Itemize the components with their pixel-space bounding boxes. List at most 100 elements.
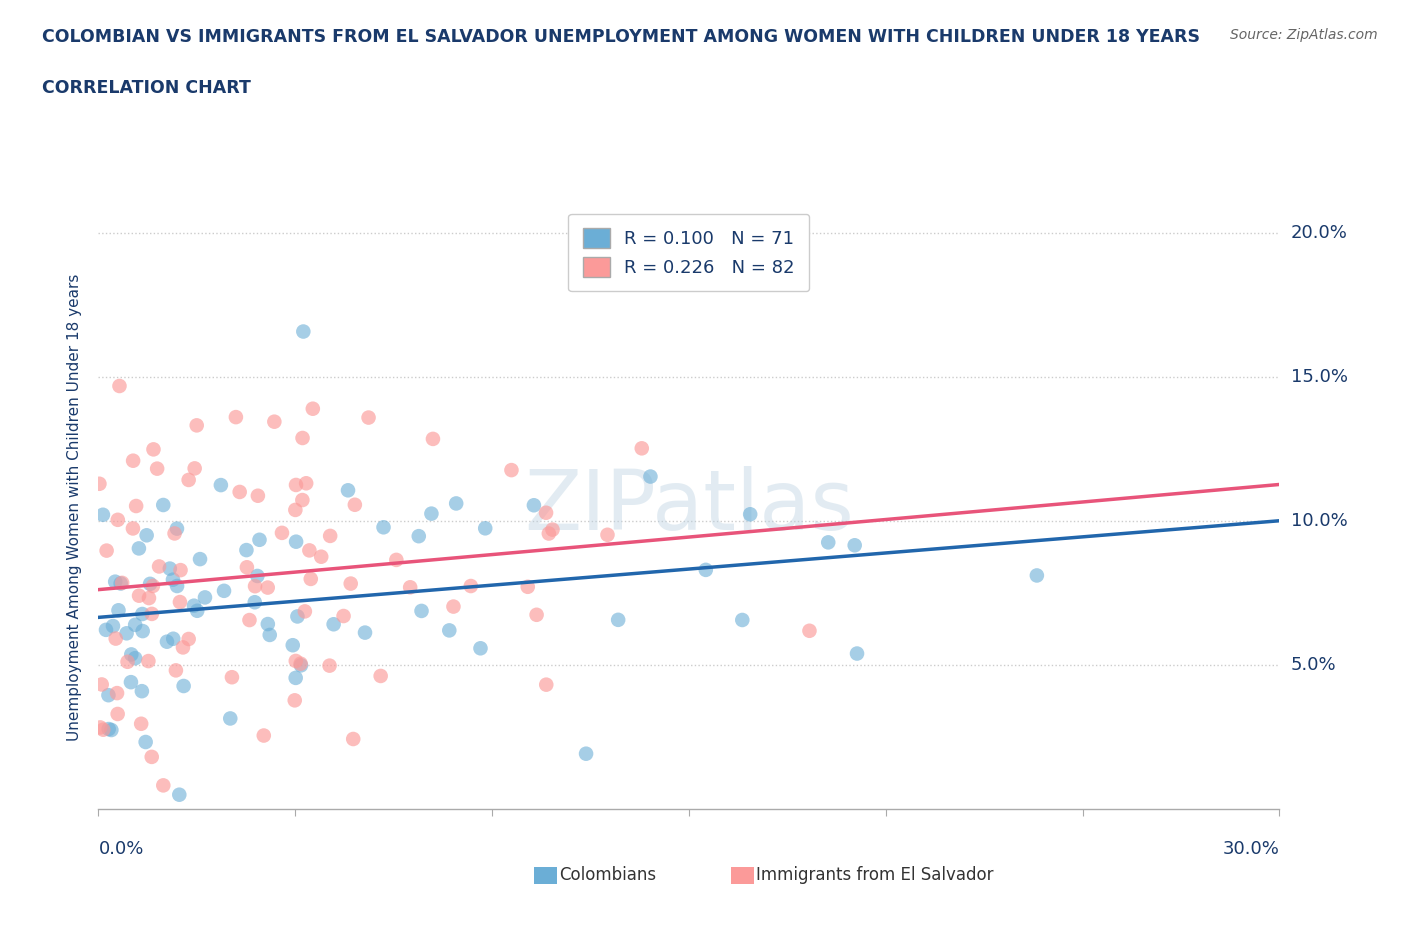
- Point: [294, 604, 316, 618]
- Point: [238, 613, 260, 628]
- Point: [422, 432, 444, 446]
- Point: [131, 684, 153, 698]
- Point: [89, 476, 111, 491]
- Point: [104, 574, 127, 589]
- Text: 5.0%: 5.0%: [1291, 657, 1336, 674]
- Point: [630, 441, 652, 456]
- Point: [141, 606, 163, 621]
- Point: [212, 583, 235, 598]
- Point: [117, 655, 139, 670]
- Point: [292, 324, 315, 339]
- Point: [166, 578, 188, 593]
- Point: [281, 638, 304, 653]
- Point: [740, 507, 762, 522]
- Point: [97, 688, 120, 703]
- Point: [256, 580, 278, 595]
- Point: [108, 379, 131, 393]
- Point: [290, 657, 312, 671]
- Point: [101, 618, 124, 633]
- Point: [169, 788, 191, 803]
- Point: [271, 525, 294, 540]
- Point: [131, 606, 153, 621]
- Point: [501, 462, 523, 477]
- Point: [219, 711, 242, 726]
- Point: [243, 578, 266, 593]
- Point: [526, 607, 548, 622]
- Point: [354, 625, 377, 640]
- Text: Source: ZipAtlas.com: Source: ZipAtlas.com: [1230, 28, 1378, 42]
- Point: [536, 677, 558, 692]
- Point: [256, 617, 278, 631]
- Point: [342, 732, 364, 747]
- Point: [100, 723, 122, 737]
- Point: [640, 469, 662, 484]
- Point: [169, 563, 191, 578]
- Point: [91, 508, 114, 523]
- Point: [104, 631, 127, 646]
- Point: [444, 496, 467, 511]
- Point: [146, 461, 169, 476]
- Point: [607, 612, 630, 627]
- Point: [156, 634, 179, 649]
- Point: [228, 485, 250, 499]
- Point: [249, 532, 271, 547]
- Point: [139, 577, 162, 591]
- Text: 15.0%: 15.0%: [1291, 368, 1347, 386]
- Point: [128, 589, 150, 604]
- Point: [163, 526, 186, 541]
- Point: [135, 735, 157, 750]
- Point: [443, 599, 465, 614]
- Point: [110, 576, 132, 591]
- Point: [96, 543, 118, 558]
- Point: [162, 572, 184, 587]
- Point: [107, 603, 129, 618]
- Point: [122, 453, 145, 468]
- Point: [284, 693, 307, 708]
- Point: [120, 647, 142, 662]
- Text: COLOMBIAN VS IMMIGRANTS FROM EL SALVADOR UNEMPLOYMENT AMONG WOMEN WITH CHILDREN : COLOMBIAN VS IMMIGRANTS FROM EL SALVADOR…: [42, 28, 1201, 46]
- Point: [142, 442, 165, 457]
- Text: 20.0%: 20.0%: [1291, 224, 1347, 243]
- Point: [152, 777, 174, 792]
- Point: [138, 654, 160, 669]
- Point: [1025, 568, 1047, 583]
- Point: [534, 505, 557, 520]
- Point: [115, 626, 138, 641]
- Point: [439, 623, 461, 638]
- Point: [337, 483, 360, 498]
- Point: [411, 604, 433, 618]
- Point: [263, 414, 285, 429]
- Point: [107, 512, 129, 527]
- Text: 30.0%: 30.0%: [1223, 840, 1279, 857]
- Point: [332, 608, 354, 623]
- Point: [209, 478, 232, 493]
- Point: [285, 477, 308, 492]
- Point: [124, 651, 146, 666]
- Point: [235, 542, 257, 557]
- Y-axis label: Unemployment Among Women with Children Under 18 years: Unemployment Among Women with Children U…: [67, 273, 83, 740]
- Point: [516, 579, 538, 594]
- Point: [399, 579, 422, 594]
- Point: [111, 576, 134, 591]
- Point: [343, 498, 366, 512]
- Point: [291, 493, 314, 508]
- Point: [165, 663, 187, 678]
- Point: [357, 410, 380, 425]
- Point: [243, 595, 266, 610]
- Point: [188, 551, 211, 566]
- Point: [596, 527, 619, 542]
- Point: [122, 521, 145, 536]
- Point: [90, 677, 112, 692]
- Point: [817, 535, 839, 550]
- Point: [846, 646, 869, 661]
- Point: [162, 631, 184, 646]
- Point: [301, 401, 323, 416]
- Point: [373, 520, 395, 535]
- Point: [420, 506, 443, 521]
- Point: [385, 552, 408, 567]
- Point: [105, 685, 128, 700]
- Point: [291, 431, 314, 445]
- Point: [124, 618, 146, 632]
- Point: [141, 750, 163, 764]
- Text: 10.0%: 10.0%: [1291, 512, 1347, 530]
